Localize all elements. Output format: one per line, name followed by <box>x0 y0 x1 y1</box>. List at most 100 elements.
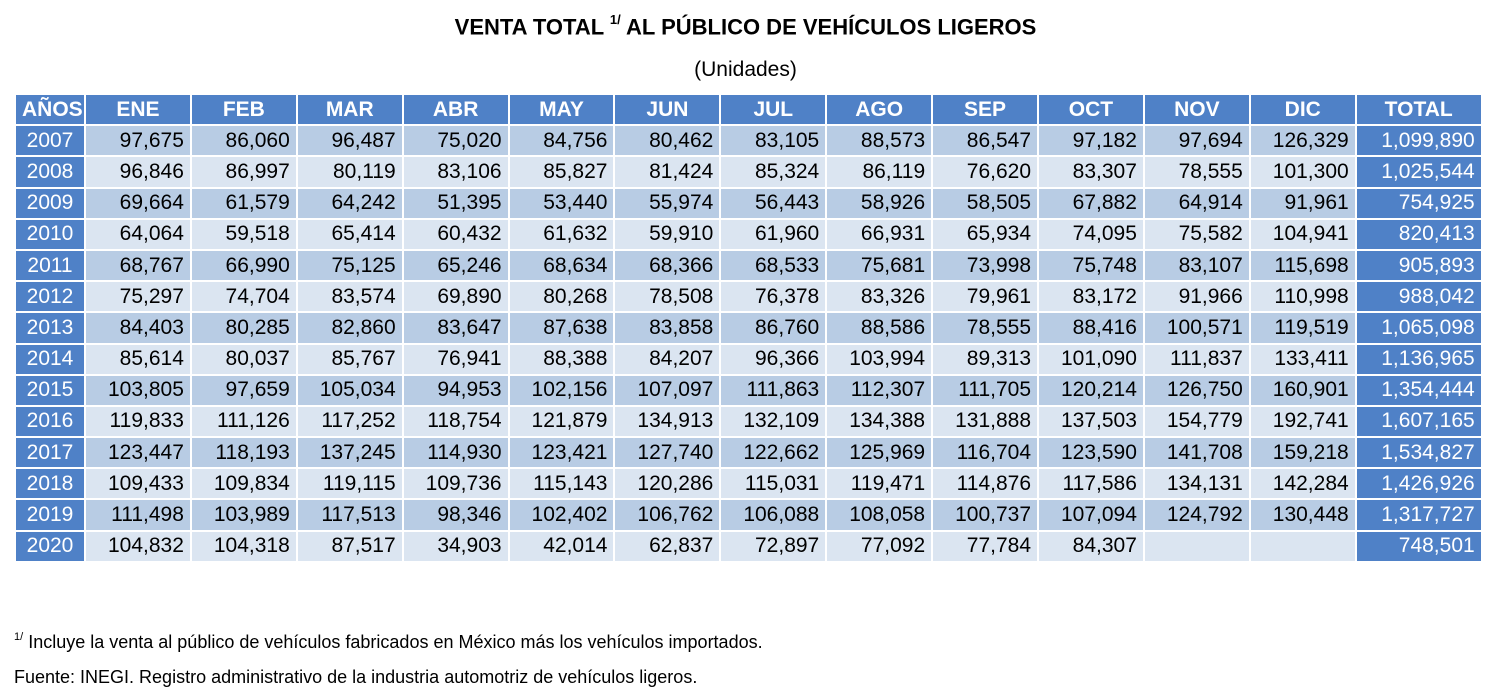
title-rest: AL PÚBLICO DE VEHÍCULOS LIGEROS <box>626 14 1037 40</box>
month-value-cell: 96,846 <box>84 155 192 189</box>
table-row: 2020 104,832 104,318 87,517 34,903 42,014 62,8… <box>14 529 1483 563</box>
page-subtitle: (Unidades) <box>694 58 797 81</box>
month-value-cell: 117,252 <box>295 404 404 439</box>
total-cell: 1,607,165 <box>1354 404 1483 439</box>
table-row: 2007 97,675 86,060 96,487 75,020 84,756 80,462… <box>14 124 1483 158</box>
month-value-cell: 117,513 <box>295 498 404 532</box>
month-value-cell: 107,094 <box>1037 498 1145 532</box>
month-value-cell: 76,941 <box>401 342 510 376</box>
month-value-cell: 86,060 <box>189 124 298 158</box>
month-value-cell: 123,447 <box>84 436 192 470</box>
month-value-cell: 78,555 <box>1142 155 1251 189</box>
month-value-cell: 88,388 <box>507 342 616 376</box>
month-value-cell: 83,105 <box>719 124 828 158</box>
table-row: 2017 123,447 118,193 137,245 114,930 123,421 1… <box>14 436 1483 470</box>
year-cell: 2017 <box>14 436 86 470</box>
month-value-cell: 65,934 <box>931 217 1040 251</box>
source-note: Fuente: INEGI. Registro administrativo d… <box>14 667 698 687</box>
table-body: 2007 97,675 86,060 96,487 75,020 84,756 80,462… <box>14 124 1483 563</box>
month-value-cell: 56,443 <box>719 186 828 220</box>
month-value-cell: 122,662 <box>719 436 828 470</box>
month-value-cell: 75,020 <box>401 124 510 158</box>
month-value-cell: 80,119 <box>295 155 404 189</box>
month-value-cell: 119,519 <box>1248 311 1357 345</box>
month-value-cell: 102,156 <box>507 373 616 407</box>
month-value-cell: 134,131 <box>1142 467 1251 501</box>
table-header-row: AÑOS ENE FEB MAR ABR MAY JUN JUL AGO SEP… <box>14 92 1483 127</box>
month-value-cell: 73,998 <box>931 248 1040 283</box>
month-value-cell: 75,125 <box>295 248 404 283</box>
year-cell: 2016 <box>14 404 86 439</box>
month-value-cell: 97,675 <box>84 124 192 158</box>
month-value-cell: 66,931 <box>825 217 934 251</box>
month-value-cell: 75,582 <box>1142 217 1251 251</box>
month-value-cell: 133,411 <box>1248 342 1357 376</box>
month-value-cell: 115,031 <box>719 467 828 501</box>
month-value-cell: 61,579 <box>189 186 298 220</box>
total-cell: 1,099,890 <box>1354 124 1483 158</box>
month-value-cell: 69,664 <box>84 186 192 220</box>
total-cell: 988,042 <box>1354 280 1483 314</box>
month-value-cell: 58,926 <box>825 186 934 220</box>
month-value-cell: 102,402 <box>507 498 616 532</box>
month-value-cell: 83,172 <box>1037 280 1145 314</box>
month-value-cell: 80,285 <box>189 311 298 345</box>
month-value-cell: 118,193 <box>189 436 298 470</box>
month-value-cell: 126,329 <box>1248 124 1357 158</box>
month-value-cell: 119,115 <box>295 467 404 501</box>
month-value-cell: 58,505 <box>931 186 1040 220</box>
month-value-cell: 130,448 <box>1248 498 1357 532</box>
month-value-cell: 104,832 <box>84 529 192 563</box>
month-value-cell: 94,953 <box>401 373 510 407</box>
title-main: VENTA TOTAL <box>454 14 604 40</box>
month-value-cell: 64,914 <box>1142 186 1251 220</box>
month-value-cell: 75,748 <box>1037 248 1145 283</box>
col-header-jan: ENE <box>84 92 192 127</box>
month-value-cell: 111,705 <box>931 373 1040 407</box>
year-cell: 2007 <box>14 124 86 158</box>
table-row: 2009 69,664 61,579 64,242 51,395 53,440 55,974… <box>14 186 1483 220</box>
month-value-cell: 86,760 <box>719 311 828 345</box>
month-value-cell: 74,095 <box>1037 217 1145 251</box>
col-header-aug: AGO <box>825 92 934 127</box>
month-value-cell: 112,307 <box>825 373 934 407</box>
col-header-nov: NOV <box>1142 92 1251 127</box>
month-value-cell: 60,432 <box>401 217 510 251</box>
month-value-cell: 160,901 <box>1248 373 1357 407</box>
month-value-cell: 55,974 <box>613 186 722 220</box>
month-value-cell: 121,879 <box>507 404 616 439</box>
month-value-cell: 134,388 <box>825 404 934 439</box>
month-value-cell: 120,214 <box>1037 373 1145 407</box>
total-cell: 1,354,444 <box>1354 373 1483 407</box>
month-value-cell: 100,737 <box>931 498 1040 532</box>
month-value-cell <box>1142 529 1251 563</box>
month-value-cell: 82,860 <box>295 311 404 345</box>
month-value-cell: 65,246 <box>401 248 510 283</box>
year-cell: 2011 <box>14 248 86 283</box>
month-value-cell: 83,307 <box>1037 155 1145 189</box>
month-value-cell: 83,574 <box>295 280 404 314</box>
col-header-oct: OCT <box>1037 92 1145 127</box>
month-value-cell: 86,119 <box>825 155 934 189</box>
month-value-cell: 81,424 <box>613 155 722 189</box>
col-header-years: AÑOS <box>14 92 86 127</box>
month-value-cell: 68,634 <box>507 248 616 283</box>
month-value-cell: 64,242 <box>295 186 404 220</box>
month-value-cell: 120,286 <box>613 467 722 501</box>
month-value-cell: 84,403 <box>84 311 192 345</box>
month-value-cell <box>1248 529 1357 563</box>
month-value-cell: 109,736 <box>401 467 510 501</box>
month-value-cell: 137,503 <box>1037 404 1145 439</box>
month-value-cell: 89,313 <box>931 342 1040 376</box>
month-value-cell: 51,395 <box>401 186 510 220</box>
month-value-cell: 125,969 <box>825 436 934 470</box>
table-row: 2008 96,846 86,997 80,119 83,106 85,827 81,424… <box>14 155 1483 189</box>
month-value-cell: 88,586 <box>825 311 934 345</box>
month-value-cell: 78,555 <box>931 311 1040 345</box>
month-value-cell: 103,805 <box>84 373 192 407</box>
month-value-cell: 100,571 <box>1142 311 1251 345</box>
month-value-cell: 68,767 <box>84 248 192 283</box>
month-value-cell: 192,741 <box>1248 404 1357 439</box>
month-value-cell: 101,090 <box>1037 342 1145 376</box>
total-cell: 1,025,544 <box>1354 155 1483 189</box>
